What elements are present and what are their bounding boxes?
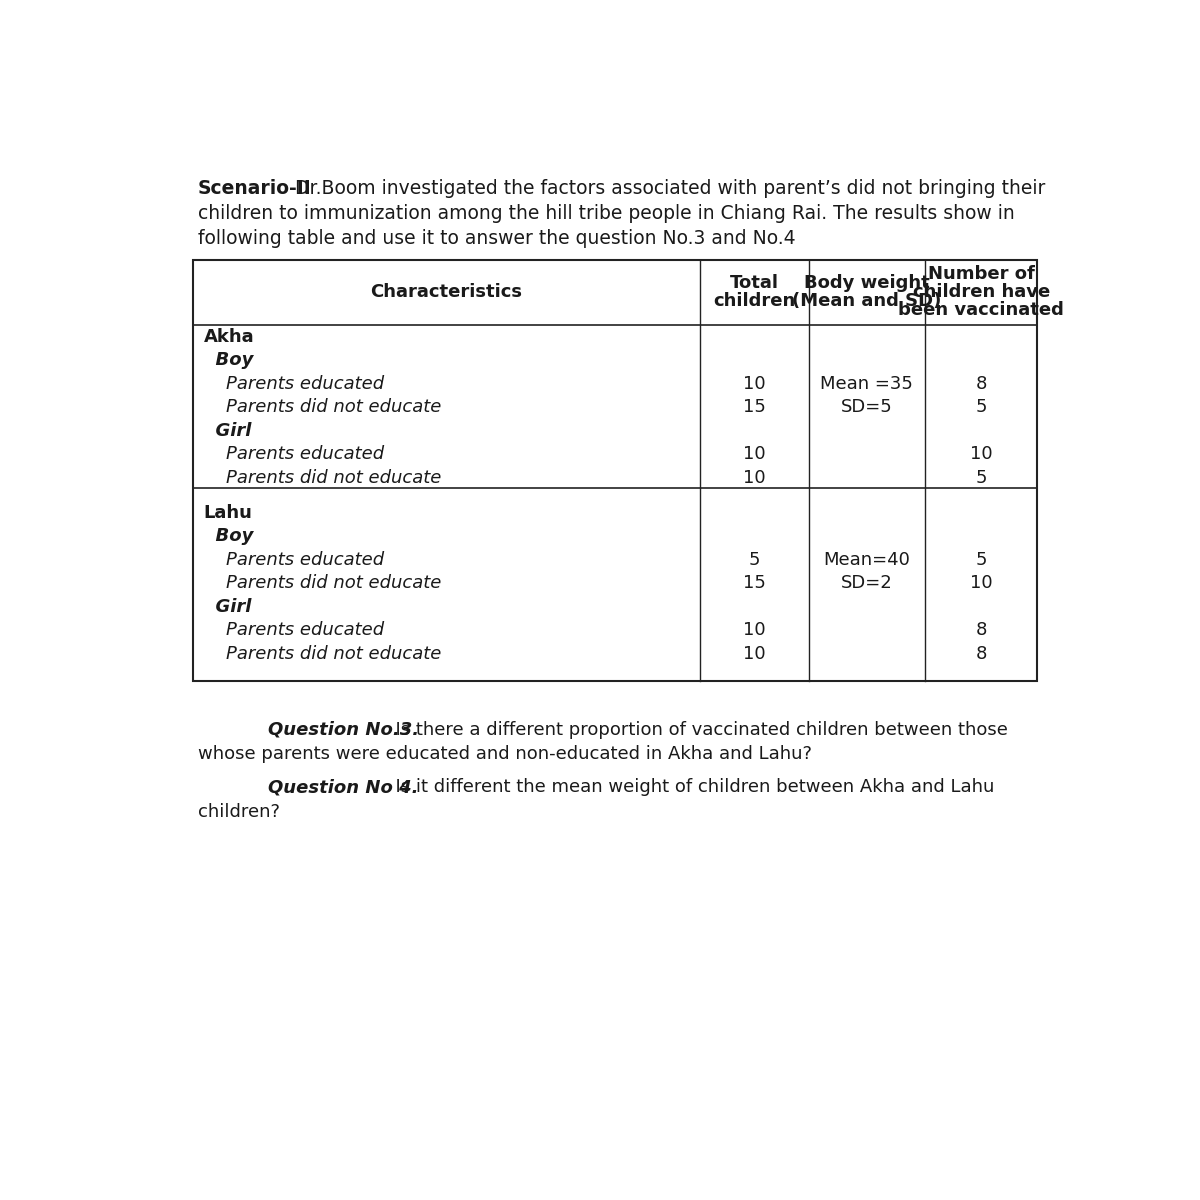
Text: Parents did not educate: Parents did not educate	[204, 574, 442, 592]
Text: 5: 5	[976, 551, 986, 569]
Text: Scenario-II: Scenario-II	[198, 179, 312, 198]
Text: 5: 5	[976, 398, 986, 416]
Text: Mean=40: Mean=40	[823, 551, 911, 569]
Text: Parents educated: Parents educated	[204, 622, 385, 640]
Text: 10: 10	[743, 445, 766, 463]
Text: 10: 10	[743, 469, 766, 487]
Text: Parents did not educate: Parents did not educate	[204, 644, 442, 662]
Text: Question No 4.: Question No 4.	[268, 779, 419, 797]
Text: 10: 10	[970, 574, 992, 592]
Text: 10: 10	[743, 374, 766, 392]
Text: Question No.3.: Question No.3.	[268, 721, 419, 739]
Text: Is it different the mean weight of children between Akha and Lahu: Is it different the mean weight of child…	[384, 779, 995, 797]
Text: Is there a different proportion of vaccinated children between those: Is there a different proportion of vacci…	[384, 721, 1008, 739]
Text: 10: 10	[743, 644, 766, 662]
Text: Boy: Boy	[204, 527, 254, 545]
Text: been vaccinated: been vaccinated	[899, 301, 1064, 319]
Text: Parents did not educate: Parents did not educate	[204, 469, 442, 487]
Text: 10: 10	[970, 445, 992, 463]
Text: Characteristics: Characteristics	[371, 283, 522, 301]
Text: 5: 5	[976, 469, 986, 487]
Text: whose parents were educated and non-educated in Akha and Lahu?: whose parents were educated and non-educ…	[198, 745, 812, 763]
Text: Parents educated: Parents educated	[204, 551, 385, 569]
Text: 8: 8	[976, 644, 986, 662]
Text: children: children	[713, 293, 796, 311]
Text: Boy: Boy	[204, 352, 254, 370]
Text: Parents did not educate: Parents did not educate	[204, 398, 442, 416]
Text: Girl: Girl	[204, 598, 252, 616]
Text: Body weight: Body weight	[804, 274, 930, 292]
Bar	[193, 259, 1037, 680]
Text: SD=5: SD=5	[841, 398, 893, 416]
Text: Lahu: Lahu	[204, 504, 252, 522]
Text: Total: Total	[730, 274, 779, 292]
Text: Mean =35: Mean =35	[821, 374, 913, 392]
Text: 15: 15	[743, 574, 766, 592]
Text: (Mean and SD): (Mean and SD)	[792, 293, 942, 311]
Text: 8: 8	[976, 622, 986, 640]
Text: Number of: Number of	[928, 265, 1034, 283]
Text: Parents educated: Parents educated	[204, 374, 385, 392]
Text: children?: children?	[198, 803, 280, 821]
Text: 5: 5	[749, 551, 761, 569]
Text: following table and use it to answer the question No.3 and No.4: following table and use it to answer the…	[198, 229, 796, 248]
Text: SD=2: SD=2	[841, 574, 893, 592]
Text: Girl: Girl	[204, 421, 252, 439]
Text: Dr.Boom investigated the factors associated with parent’s did not bringing their: Dr.Boom investigated the factors associa…	[289, 179, 1045, 198]
Text: Akha: Akha	[204, 328, 254, 346]
Text: 15: 15	[743, 398, 766, 416]
Text: 8: 8	[976, 374, 986, 392]
Text: 10: 10	[743, 622, 766, 640]
Text: Parents educated: Parents educated	[204, 445, 385, 463]
Text: children have: children have	[912, 283, 1050, 301]
Text: children to immunization among the hill tribe people in Chiang Rai. The results : children to immunization among the hill …	[198, 204, 1015, 223]
